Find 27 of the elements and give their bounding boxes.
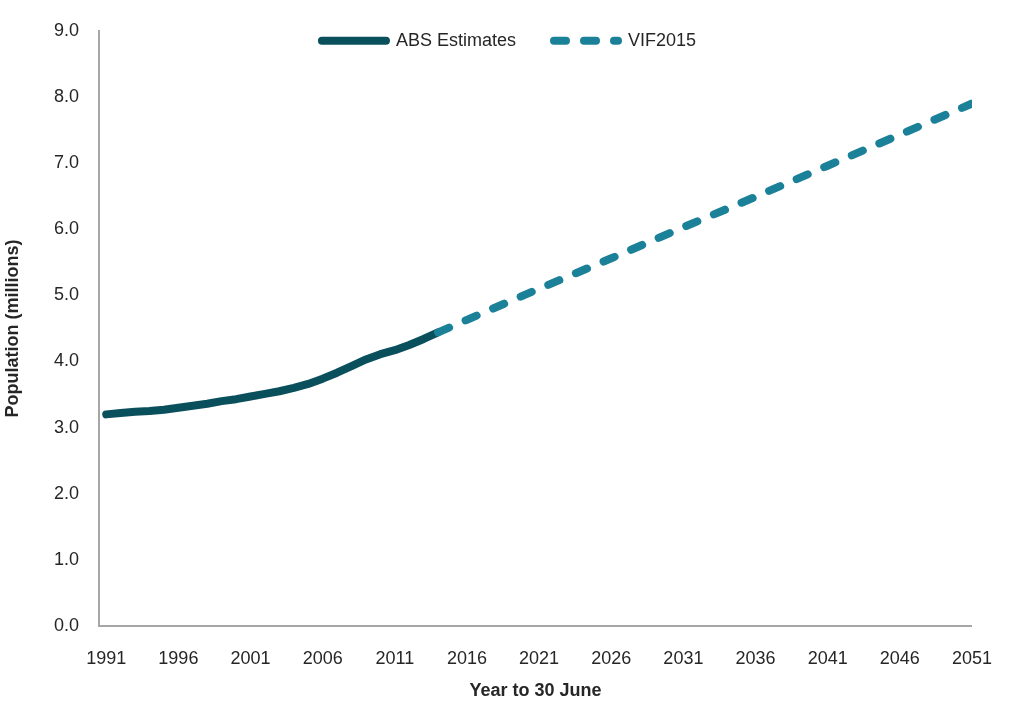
x-tick-label: 2006 [302, 647, 343, 668]
y-tick-label: 0.0 [53, 614, 79, 635]
y-tick-label: 5.0 [53, 284, 79, 305]
y-tick-label: 6.0 [53, 218, 79, 239]
y-tick-label: 7.0 [53, 152, 79, 173]
x-tick-label: 2011 [375, 647, 415, 668]
legend-label: ABS Estimates [395, 29, 516, 50]
x-tick-label: 2026 [591, 647, 632, 668]
x-tick-label: 2031 [663, 647, 704, 668]
y-tick-label: 2.0 [53, 482, 79, 503]
x-tick-label: 2016 [446, 647, 487, 668]
y-tick-label: 4.0 [53, 350, 79, 371]
x-tick-label: 2051 [951, 647, 992, 668]
x-tick-label: 2041 [807, 647, 848, 668]
x-tick-label: 2046 [879, 647, 920, 668]
x-tick-label: 2021 [519, 647, 560, 668]
y-axis-title: Population (millions) [1, 239, 22, 418]
y-tick-label: 9.0 [53, 19, 79, 40]
x-axis-title: Year to 30 June [469, 680, 602, 701]
y-tick-label: 1.0 [53, 548, 79, 569]
y-tick-label: 8.0 [53, 85, 79, 106]
x-tick-label: 2036 [735, 647, 776, 668]
x-tick-label: 1991 [86, 647, 127, 668]
y-tick-label: 3.0 [53, 416, 79, 437]
legend-label: VIF2015 [628, 29, 697, 50]
x-tick-label: 2001 [230, 647, 271, 668]
x-tick-label: 1996 [158, 647, 199, 668]
